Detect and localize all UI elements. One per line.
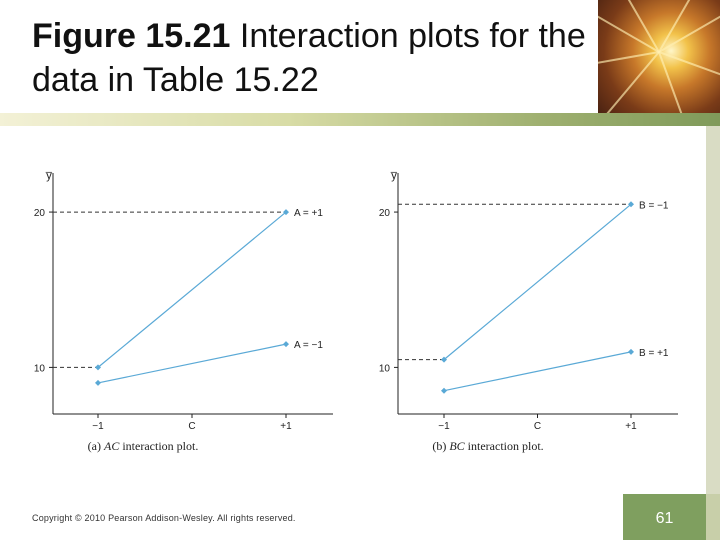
chart-a-x-tick-label: −1 [92,421,104,432]
chart-b-y-tick-label: 20 [379,208,391,219]
chart-a-data-point [95,379,101,386]
page-number-box: 61 [623,494,706,540]
chart-a-y-tick-label: 20 [34,208,46,219]
chart-b-data-point [628,348,634,355]
chart-a-series-label: A = +1 [294,208,323,219]
chart-a-data-point [95,364,101,371]
footer-right-stripe [706,494,720,540]
chart-b-data-point [628,201,634,208]
figure-panel: y̅ 10 20 −1 C +1 A = +1 A = −1 (a) AC interactio… [28,136,705,476]
chart-b-y-label: y̅ [390,170,398,182]
chart-b-data-point [441,387,447,394]
chart-a-data-point [283,341,289,348]
chart-a-caption: (a) AC interaction plot. [88,439,199,453]
copyright-notice: Copyright © 2010 Pearson Addison-Wesley.… [32,513,296,523]
page-number: 61 [655,510,674,527]
chart-a-x-tick-label: +1 [280,421,292,432]
slide-title: Figure 15.21 Interaction plots for the d… [32,14,592,102]
chart-b-y-tick-label: 10 [379,363,391,374]
figure-title: Interaction plots for the data in Table … [32,17,586,99]
chart-a-series-label: A = −1 [294,340,323,351]
chart-a-y-label: y̅ [45,170,53,182]
chart-b-x-tick-label: +1 [625,421,637,432]
chart-a-x-tick-label: C [188,421,195,432]
chart-b-caption: (b) BC interaction plot. [432,439,543,453]
chart-b-x-tick-label: C [534,421,541,432]
chart-b-series-line [443,351,632,392]
chart-b-data-point [441,356,447,363]
chart-b-series-label: B = +1 [639,348,669,359]
interaction-plots-figure: y̅ 10 20 −1 C +1 A = +1 A = −1 (a) AC interactio… [34,170,678,453]
right-edge-stripe [706,126,720,494]
chart-a-series-line [97,343,287,384]
chart-a-series-line [97,211,287,368]
chart-a-y-tick-label: 10 [34,363,46,374]
chart-a-data-point [283,209,289,216]
chart-b-series-line [443,203,632,361]
decorative-corner-image [598,0,720,113]
chart-b-series-label: B = −1 [639,200,669,211]
header-divider-band [0,113,720,126]
figure-number: Figure 15.21 [32,17,231,55]
chart-b-x-tick-label: −1 [438,421,450,432]
